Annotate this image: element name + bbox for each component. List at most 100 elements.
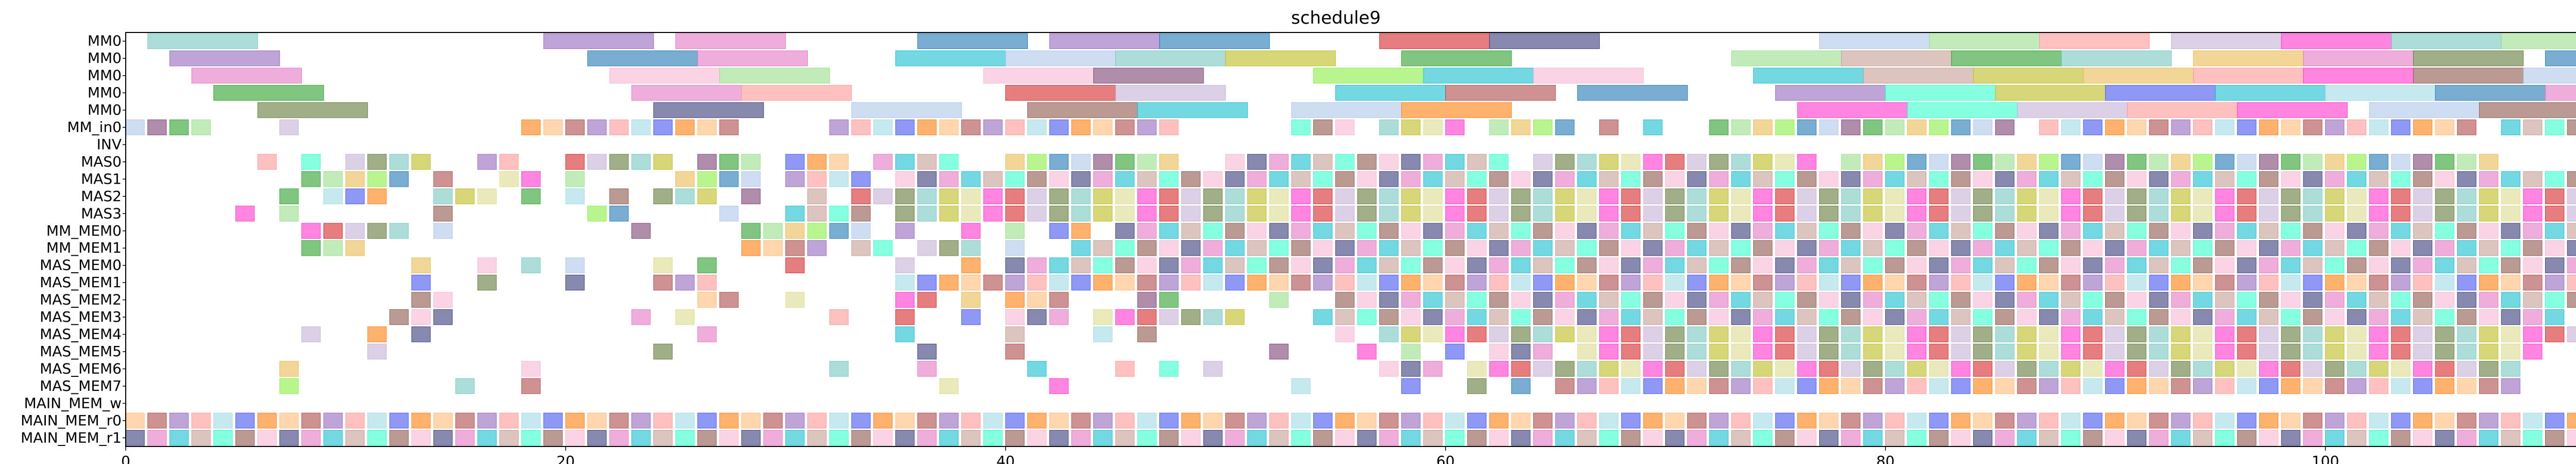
task-block [521, 430, 541, 446]
task-block [2523, 240, 2543, 256]
task-block [2303, 292, 2323, 308]
task-block [1753, 412, 1773, 429]
task-block [301, 223, 321, 239]
task-block [2523, 292, 2543, 308]
task-block [521, 378, 541, 394]
task-block [2347, 274, 2367, 291]
x-tick-label: 40 [996, 453, 1015, 464]
task-block [1951, 206, 1971, 222]
task-block [2457, 257, 2477, 273]
task-block [2413, 154, 2433, 170]
task-block [1027, 188, 1047, 205]
task-block [1973, 343, 1993, 360]
task-block [1137, 171, 1157, 187]
task-block [1973, 223, 1993, 239]
task-block [2347, 292, 2367, 308]
task-bar [1049, 33, 1160, 49]
task-block [1115, 361, 1135, 377]
row-label: MM0 [88, 67, 122, 84]
task-block [1533, 188, 1553, 205]
task-block [1005, 240, 1025, 256]
task-block [631, 412, 651, 429]
task-block [2017, 309, 2037, 325]
task-block [675, 309, 695, 325]
task-block [1049, 154, 1069, 170]
task-block [1401, 361, 1421, 377]
task-block [1819, 206, 1839, 222]
task-block [1445, 326, 1465, 342]
task-block [1247, 188, 1267, 205]
task-block [939, 430, 959, 446]
task-block [1665, 309, 1685, 325]
task-block [345, 154, 365, 170]
task-block [1379, 274, 1399, 291]
task-block [1379, 240, 1399, 256]
task-block [631, 430, 651, 446]
task-block [1159, 188, 1179, 205]
task-block [2303, 309, 2323, 325]
task-block [2303, 361, 2323, 377]
task-block [2303, 326, 2323, 342]
task-block [477, 154, 497, 170]
task-block [279, 430, 299, 446]
task-block [1709, 206, 1728, 222]
task-block [1687, 412, 1707, 429]
task-block [983, 430, 1003, 446]
task-block [2105, 412, 2125, 429]
task-block [1995, 430, 2014, 446]
task-block [1335, 223, 1355, 239]
task-block [1489, 361, 1509, 377]
task-block [2325, 206, 2345, 222]
task-block [1555, 257, 1575, 273]
task-block [477, 257, 497, 273]
task-block [631, 223, 651, 239]
task-block [2435, 430, 2454, 446]
task-block [1379, 188, 1399, 205]
task-block [565, 412, 585, 429]
task-block [1929, 412, 1948, 429]
task-block [851, 119, 871, 136]
task-block [719, 171, 739, 187]
task-block [2127, 326, 2147, 342]
task-block [1995, 188, 2014, 205]
task-block [2105, 171, 2125, 187]
task-block [1907, 412, 1927, 429]
task-block [895, 171, 915, 187]
task-block [2105, 223, 2125, 239]
task-block [719, 119, 739, 136]
task-block [2215, 412, 2234, 429]
task-block [1599, 188, 1619, 205]
task-block [1357, 257, 1377, 273]
task-block [1401, 412, 1421, 429]
task-block [2391, 188, 2411, 205]
task-block [675, 274, 695, 291]
task-block [125, 430, 145, 446]
task-block [1423, 326, 1443, 342]
task-block [1951, 171, 1971, 187]
task-bar [2237, 102, 2348, 118]
task-block [1269, 171, 1289, 187]
task-block [389, 309, 409, 325]
task-block [917, 292, 937, 308]
task-block [1709, 430, 1728, 446]
task-block [411, 154, 431, 170]
task-block [2347, 309, 2367, 325]
task-block [2281, 309, 2300, 325]
task-block [895, 430, 915, 446]
task-block [807, 240, 827, 256]
task-block [1489, 412, 1509, 429]
task-block [1907, 378, 1927, 394]
task-block [1577, 188, 1597, 205]
task-block [2149, 292, 2168, 308]
task-bar [2171, 33, 2282, 49]
task-block [2193, 257, 2213, 273]
task-block [1929, 171, 1948, 187]
row-label: MAIN_MEM_r0 [21, 412, 122, 429]
task-block [499, 171, 519, 187]
task-block [2083, 274, 2103, 291]
task-block [1863, 378, 1883, 394]
task-block [1555, 154, 1575, 170]
task-block [1687, 240, 1707, 256]
task-block [2413, 257, 2433, 273]
task-block [147, 412, 167, 429]
